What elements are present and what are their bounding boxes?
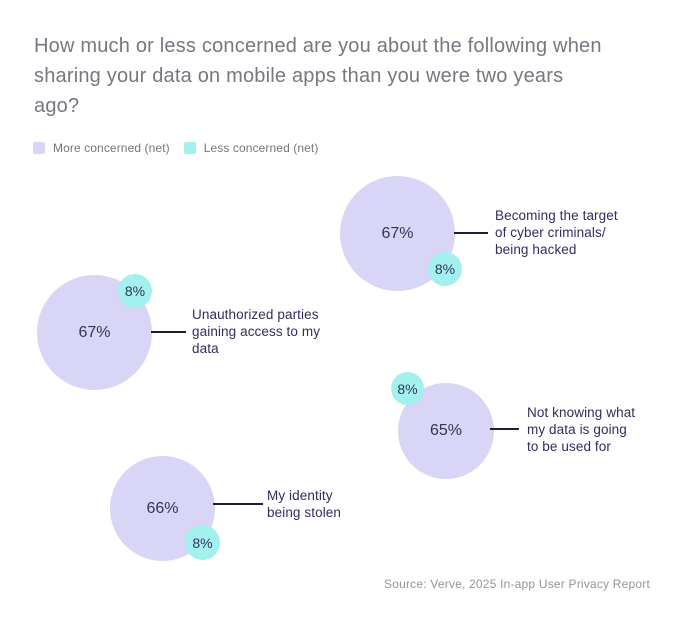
legend-label: More concerned (net)	[53, 141, 170, 155]
bubble-more-concerned-cyber-criminals: 67%	[340, 176, 455, 291]
connector-line	[490, 428, 519, 430]
bubble-more-concerned-data-usage: 65%	[398, 383, 494, 479]
less-concerned-swatch-icon	[183, 142, 196, 154]
category-label-data-usage: Not knowing what my data is going to be …	[527, 405, 636, 454]
bubble-less-concerned-identity-stolen: 8%	[185, 525, 220, 560]
category-label-cyber-criminals: Becoming the target of cyber criminals/ …	[495, 208, 618, 257]
bubble-less-concerned-unauthorized-parties: 8%	[118, 274, 152, 308]
legend: More concerned (net) Less concerned (net…	[33, 141, 318, 155]
legend-item-more-concerned: More concerned (net)	[33, 141, 170, 155]
more-concerned-swatch-icon	[33, 142, 45, 154]
source-attribution: Source: Verve, 2025 In-app User Privacy …	[384, 577, 650, 591]
connector-line	[454, 232, 488, 234]
bubble-less-concerned-cyber-criminals: 8%	[428, 252, 462, 286]
category-label-unauthorized-parties: Unauthorized parties gaining access to m…	[192, 307, 321, 356]
connector-line	[151, 331, 186, 333]
legend-item-less-concerned: Less concerned (net)	[183, 141, 319, 155]
connector-line	[213, 503, 263, 505]
category-label-identity-stolen: My identity being stolen	[267, 488, 342, 520]
chart-title: How much or less concerned are you about…	[34, 35, 602, 117]
bubble-less-concerned-data-usage: 8%	[391, 372, 424, 405]
legend-label: Less concerned (net)	[203, 141, 319, 155]
